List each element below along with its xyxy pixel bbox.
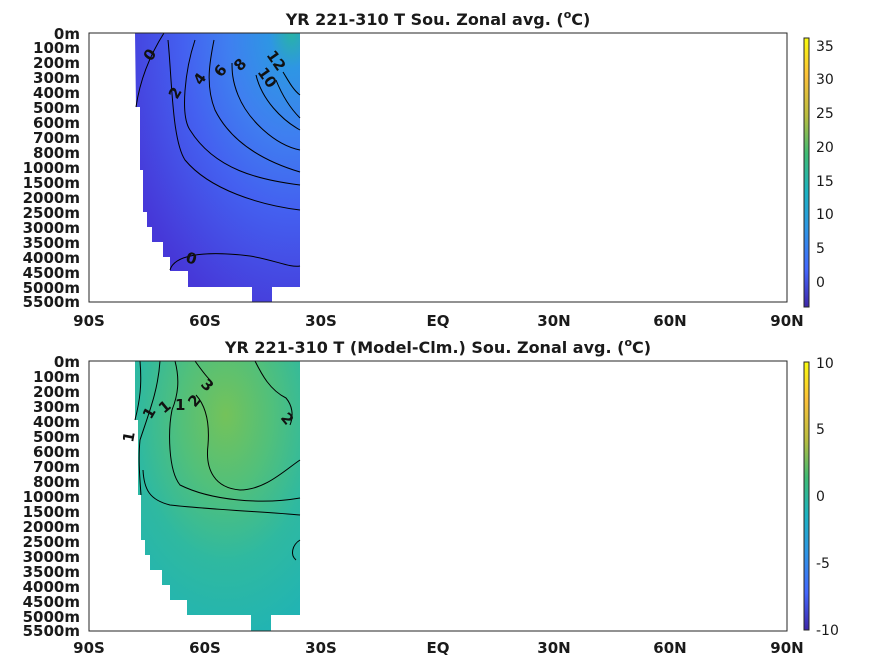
svg-text:90S: 90S bbox=[73, 312, 105, 330]
svg-text:90S: 90S bbox=[73, 639, 105, 656]
svg-text:60N: 60N bbox=[653, 639, 686, 656]
svg-text:5: 5 bbox=[816, 241, 825, 257]
contours-top bbox=[135, 32, 301, 271]
svg-text:4500m: 4500m bbox=[23, 593, 80, 611]
temperature-anomaly-field-bottom bbox=[135, 361, 300, 631]
svg-text:60S: 60S bbox=[189, 312, 221, 330]
panel-top: YR 221-310 T Sou. Zonal avg. (oC) 0 2 4 … bbox=[23, 8, 834, 330]
y-axis-bottom: 0m 100m 200m 300m 400m 500m 600m 700m 80… bbox=[23, 353, 80, 640]
svg-text:1500m: 1500m bbox=[23, 174, 80, 192]
svg-text:500m: 500m bbox=[33, 99, 80, 117]
svg-text:30N: 30N bbox=[537, 639, 570, 656]
svg-text:3000m: 3000m bbox=[23, 219, 80, 237]
svg-text:0m: 0m bbox=[54, 353, 80, 371]
svg-text:2000m: 2000m bbox=[23, 189, 80, 207]
svg-text:2000m: 2000m bbox=[23, 518, 80, 536]
svg-text:5000m: 5000m bbox=[23, 279, 80, 297]
svg-text:4500m: 4500m bbox=[23, 264, 80, 282]
svg-text:300m: 300m bbox=[33, 398, 80, 416]
svg-text:100m: 100m bbox=[33, 368, 80, 386]
svg-text:90N: 90N bbox=[770, 639, 803, 656]
svg-text:700m: 700m bbox=[33, 129, 80, 147]
svg-text:600m: 600m bbox=[33, 114, 80, 132]
svg-text:1000m: 1000m bbox=[23, 159, 80, 177]
panel-bottom: YR 221-310 T (Model-Clm.) Sou. Zonal avg… bbox=[23, 336, 839, 656]
svg-text:10: 10 bbox=[816, 356, 834, 372]
svg-text:800m: 800m bbox=[33, 144, 80, 162]
svg-text:800m: 800m bbox=[33, 473, 80, 491]
colorbar-bottom: 10 5 0 -5 -10 bbox=[803, 356, 839, 639]
svg-text:35: 35 bbox=[816, 39, 834, 55]
svg-text:90N: 90N bbox=[770, 312, 803, 330]
svg-text:-10: -10 bbox=[816, 623, 839, 639]
svg-text:200m: 200m bbox=[33, 383, 80, 401]
svg-text:400m: 400m bbox=[33, 84, 80, 102]
svg-text:1000m: 1000m bbox=[23, 488, 80, 506]
svg-text:15: 15 bbox=[816, 174, 834, 190]
svg-text:2500m: 2500m bbox=[23, 533, 80, 551]
svg-text:3500m: 3500m bbox=[23, 563, 80, 581]
svg-text:200m: 200m bbox=[33, 54, 80, 72]
svg-text:EQ: EQ bbox=[427, 312, 450, 330]
svg-text:30: 30 bbox=[816, 72, 834, 88]
svg-text:2500m: 2500m bbox=[23, 204, 80, 222]
svg-text:30N: 30N bbox=[537, 312, 570, 330]
svg-text:300m: 300m bbox=[33, 69, 80, 87]
x-axis-top: 90S 60S 30S EQ 30N 60N 90N bbox=[73, 312, 804, 330]
contours-bottom bbox=[134, 360, 301, 561]
svg-text:0m: 0m bbox=[54, 25, 80, 43]
svg-text:20: 20 bbox=[816, 140, 834, 156]
svg-text:0: 0 bbox=[816, 275, 825, 291]
svg-text:4000m: 4000m bbox=[23, 578, 80, 596]
svg-text:-5: -5 bbox=[816, 556, 830, 572]
chart-title-bottom: YR 221-310 T (Model-Clm.) Sou. Zonal avg… bbox=[224, 336, 651, 357]
svg-text:5500m: 5500m bbox=[23, 293, 80, 311]
x-axis-bottom: 90S 60S 30S EQ 30N 60N 90N bbox=[73, 639, 804, 656]
svg-text:5: 5 bbox=[816, 422, 825, 438]
svg-text:5500m: 5500m bbox=[23, 622, 80, 640]
svg-text:3000m: 3000m bbox=[23, 548, 80, 566]
temperature-field-top bbox=[135, 33, 300, 302]
contour-label: 1 bbox=[119, 430, 139, 443]
svg-text:3500m: 3500m bbox=[23, 234, 80, 252]
svg-text:100m: 100m bbox=[33, 39, 80, 57]
chart-title-top: YR 221-310 T Sou. Zonal avg. (oC) bbox=[285, 8, 591, 29]
y-axis-top: 0m 100m 200m 300m 400m 500m 600m 700m 80… bbox=[23, 25, 80, 311]
contour-label: 0 bbox=[184, 248, 199, 268]
svg-text:0: 0 bbox=[816, 489, 825, 505]
svg-text:400m: 400m bbox=[33, 413, 80, 431]
svg-text:10: 10 bbox=[816, 207, 834, 223]
svg-text:4000m: 4000m bbox=[23, 249, 80, 267]
svg-text:5000m: 5000m bbox=[23, 608, 80, 626]
svg-text:25: 25 bbox=[816, 106, 834, 122]
svg-text:30S: 30S bbox=[305, 639, 337, 656]
svg-text:60S: 60S bbox=[189, 639, 221, 656]
colorbar-top: 35 30 25 20 15 10 5 0 bbox=[803, 37, 834, 308]
contour-label: 1 bbox=[175, 396, 185, 414]
svg-text:500m: 500m bbox=[33, 428, 80, 446]
svg-text:60N: 60N bbox=[653, 312, 686, 330]
svg-text:600m: 600m bbox=[33, 443, 80, 461]
svg-text:EQ: EQ bbox=[427, 639, 450, 656]
plot-frame-bottom bbox=[88, 360, 788, 632]
svg-text:700m: 700m bbox=[33, 458, 80, 476]
svg-text:30S: 30S bbox=[305, 312, 337, 330]
plot-frame-top bbox=[88, 32, 788, 303]
svg-text:1500m: 1500m bbox=[23, 503, 80, 521]
